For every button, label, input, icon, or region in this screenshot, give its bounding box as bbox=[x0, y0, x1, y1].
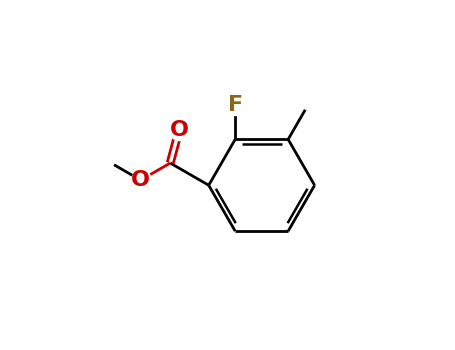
Text: O: O bbox=[170, 120, 188, 140]
Text: O: O bbox=[131, 170, 150, 190]
Text: F: F bbox=[228, 95, 243, 115]
